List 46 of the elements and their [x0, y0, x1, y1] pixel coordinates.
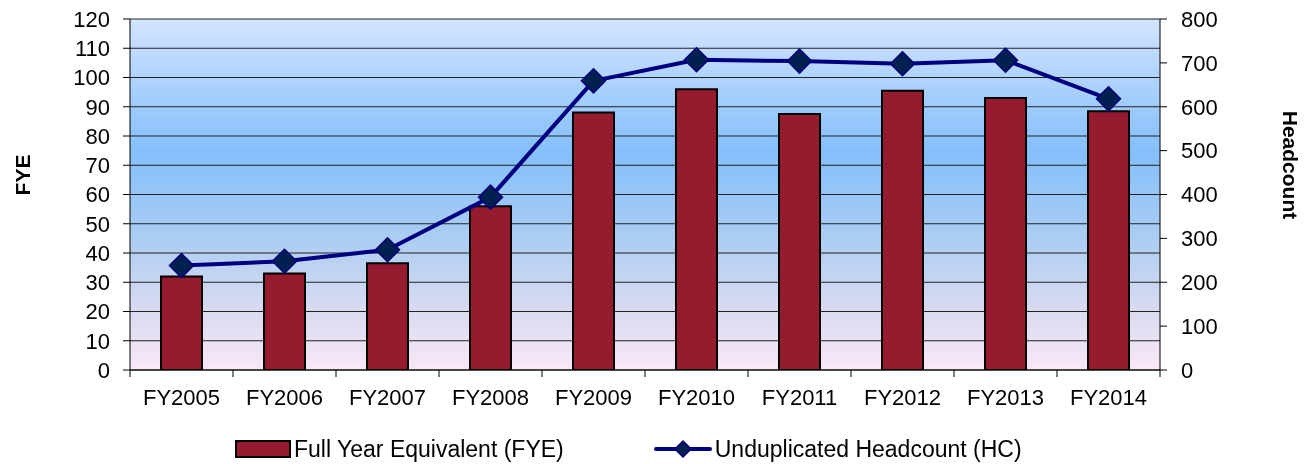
x-tick-label: FY2013 [966, 385, 1045, 410]
point [1095, 86, 1122, 112]
x-tick-label: FY2008 [451, 385, 530, 410]
y-tick-label: 70 [85, 153, 110, 179]
point [683, 47, 710, 73]
y-tick-label: 20 [85, 299, 110, 325]
y2-tick-label: 500 [1181, 138, 1218, 164]
y-tick-label: 110 [74, 36, 110, 62]
point [168, 252, 195, 279]
y-tick-label: 10 [85, 328, 110, 354]
y2-tick-label: 600 [1181, 94, 1218, 120]
point [889, 51, 916, 77]
x-tick-label: FY2012 [863, 385, 942, 410]
x-tick-label: FY2007 [348, 385, 427, 410]
y-tick-label: 40 [85, 240, 110, 266]
point [580, 68, 607, 94]
point [271, 248, 298, 274]
x-tick-label: FY2014 [1069, 385, 1148, 410]
y2-axis-title: Headcount [1278, 110, 1302, 220]
point [786, 48, 813, 74]
y-tick-label: 90 [85, 94, 110, 120]
y2-tick-label: 0 [1181, 357, 1194, 383]
point [374, 237, 401, 263]
point [477, 184, 504, 210]
y-tick-label: 30 [85, 270, 110, 296]
y2-tick-label: 700 [1181, 50, 1218, 76]
x-tick-label: FY2009 [554, 385, 633, 410]
y-tick-label: 50 [85, 211, 110, 237]
point [992, 47, 1019, 73]
legend-label: Unduplicated Headcount (HC) [714, 436, 1022, 462]
y-tick-label: 120 [73, 6, 110, 32]
y2-tick-label: 100 [1181, 313, 1218, 339]
x-tick-label: FY2011 [761, 385, 838, 410]
y2-tick-label: 800 [1181, 6, 1218, 32]
x-tick-label: FY2010 [657, 385, 736, 410]
y-tick-label: 60 [85, 182, 110, 208]
y2-tick-label: 200 [1181, 270, 1218, 296]
y-tick-label: 0 [97, 357, 110, 383]
x-tick-label: FY2005 [142, 385, 221, 410]
y2-tick-label: 300 [1181, 226, 1218, 252]
y2-tick-label: 400 [1181, 182, 1218, 208]
y-tick-label: 80 [85, 123, 110, 149]
y-axis-title: FYE [10, 154, 34, 196]
legend-label: Full Year Equivalent (FYE) [294, 436, 564, 462]
y-tick-label: 100 [73, 65, 110, 91]
x-tick-label: FY2006 [245, 385, 324, 410]
